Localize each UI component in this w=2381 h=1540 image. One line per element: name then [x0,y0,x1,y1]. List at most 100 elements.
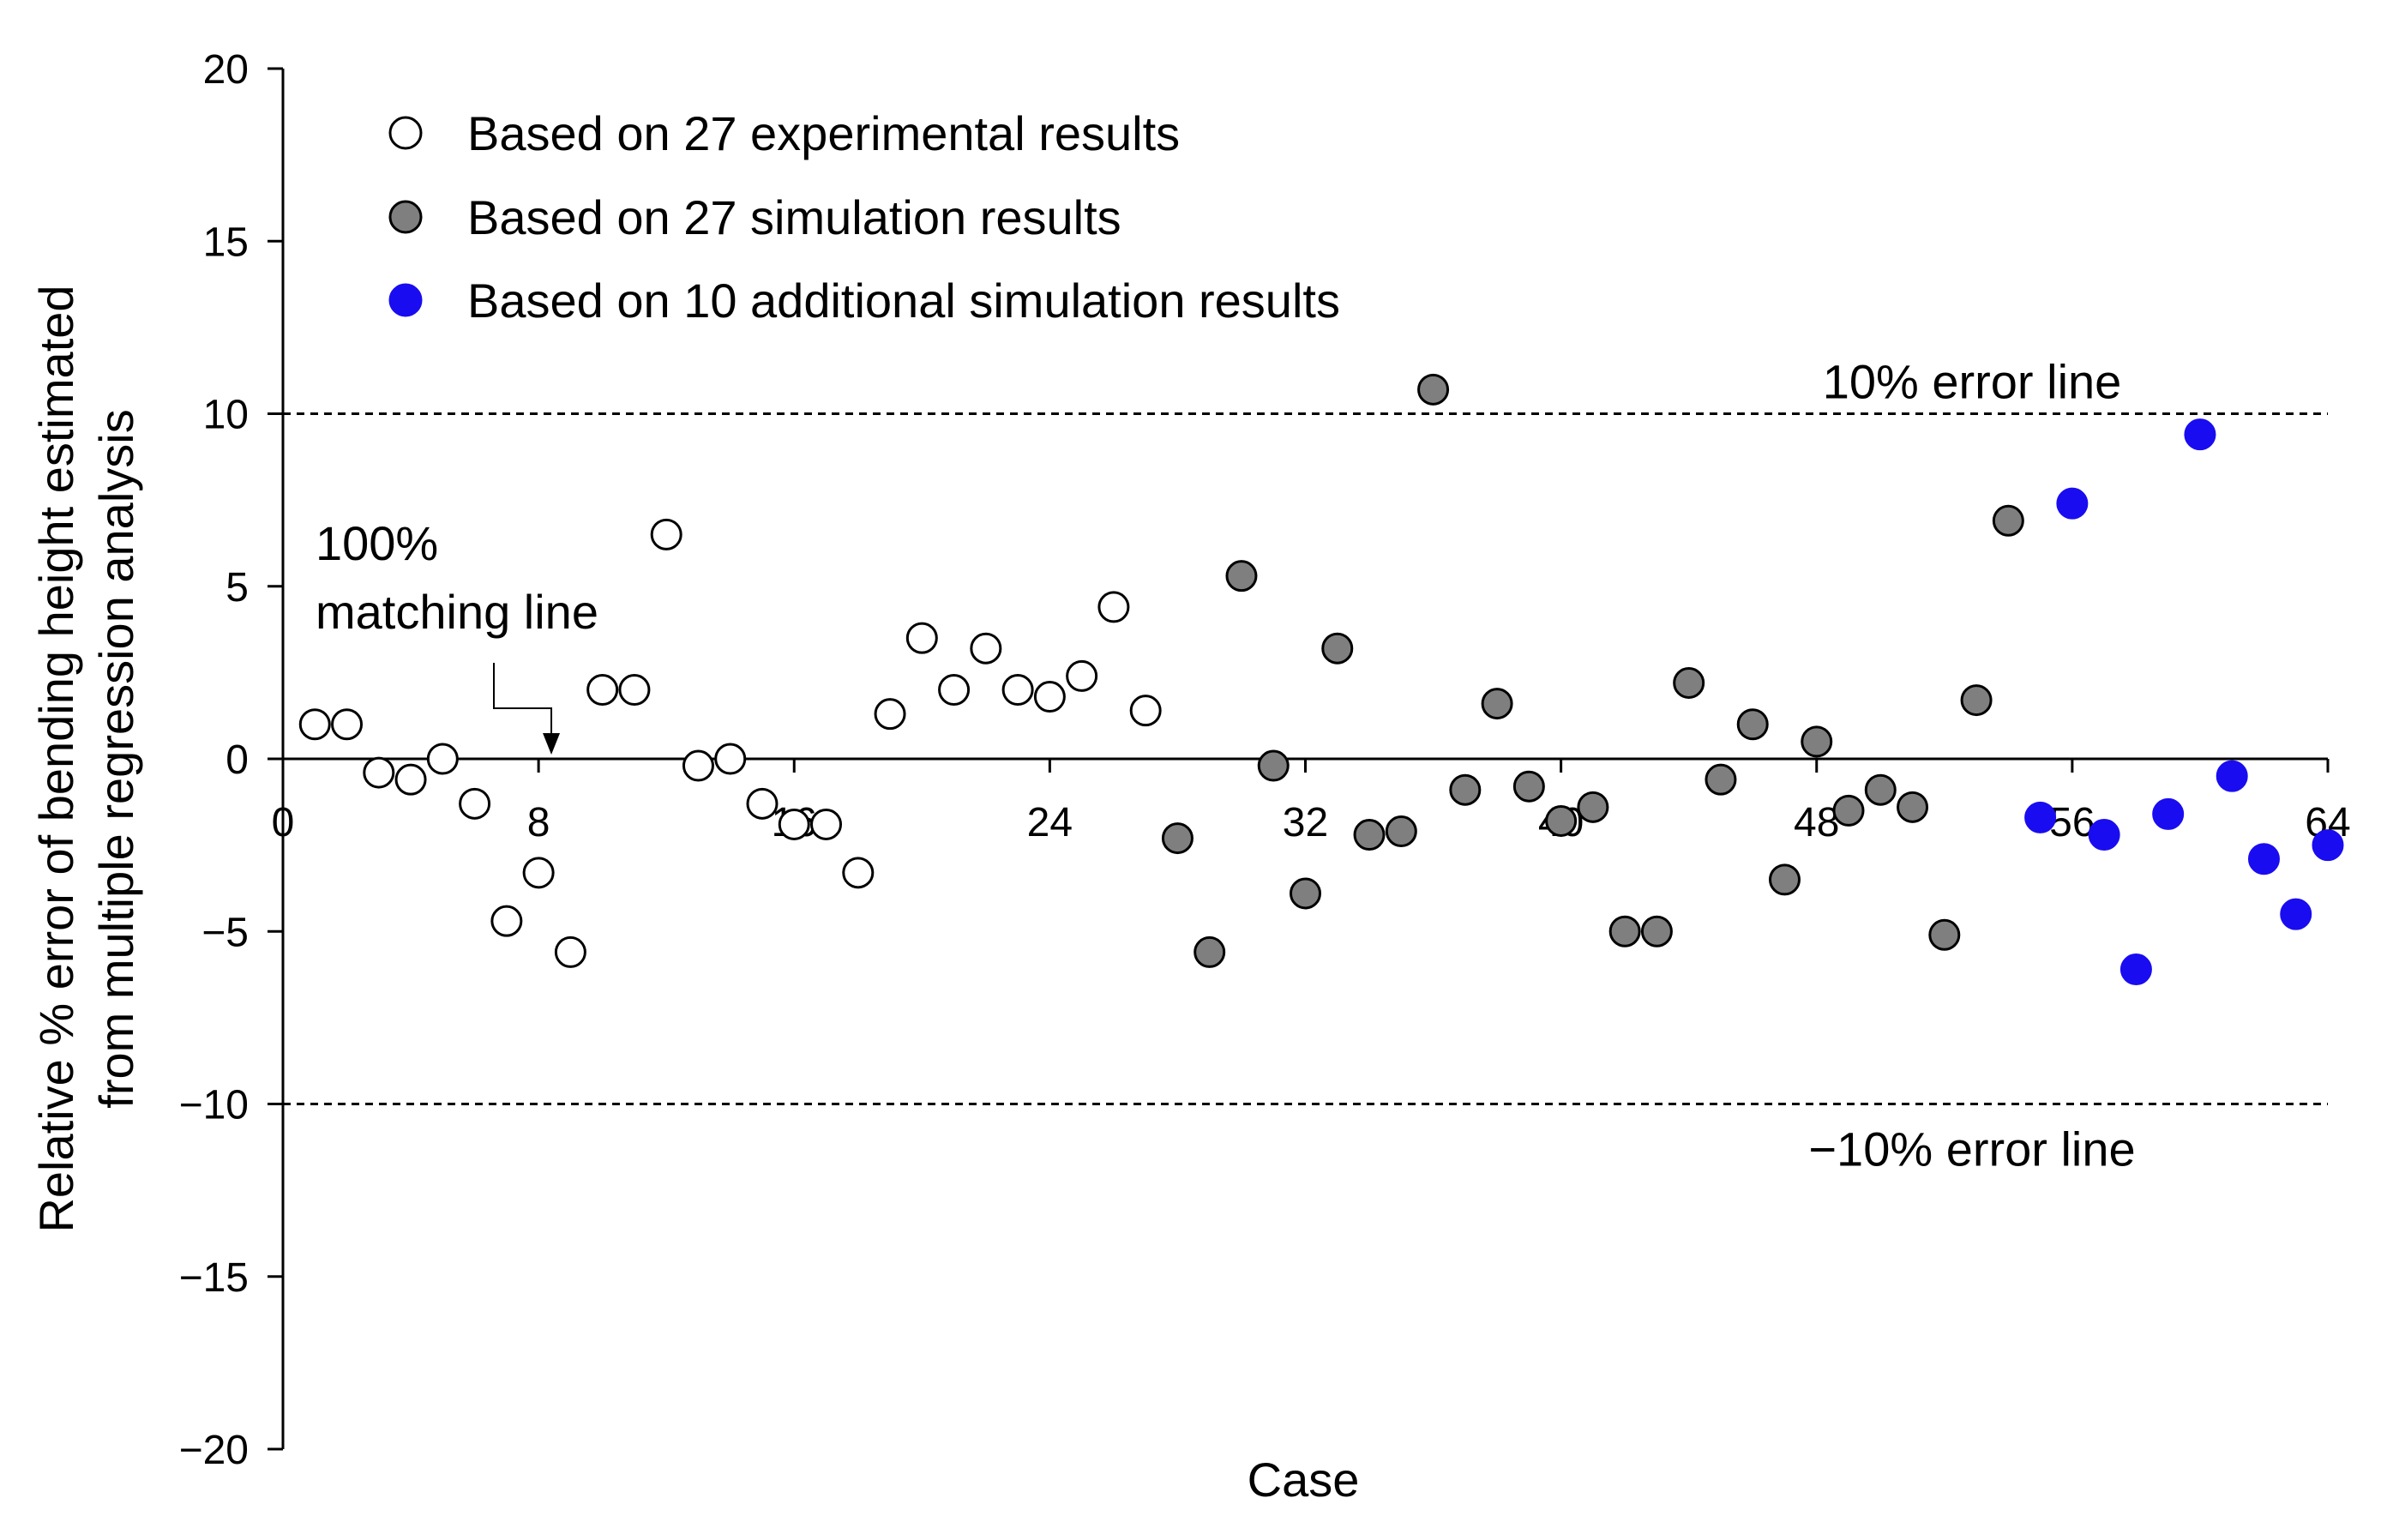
data-point-s1-22 [1864,773,1897,806]
y-axis-title-line-1: Relative % error of bending height estim… [29,285,83,1232]
reference-lines: 10% error line −10% error line [283,355,2328,1176]
data-point-s1-7 [1385,815,1417,848]
data-point-s0-16 [810,808,843,840]
data-point-s1-24 [1928,918,1961,951]
annotation-arrow-head [543,733,561,755]
legend-label-0: Based on 27 experimental results [467,106,1180,160]
legend-marker-2 [388,283,423,317]
legend-label-2: Based on 10 additional simulation result… [467,274,1340,328]
data-point-s2-4 [2152,797,2185,830]
data-point-s2-7 [2247,843,2280,875]
data-point-s0-6 [490,905,523,937]
data-point-s0-3 [394,763,427,796]
data-point-s0-18 [874,698,906,731]
legend-label-1: Based on 27 simulation results [467,190,1121,244]
error-line-label-1: −10% error line [1808,1122,2135,1176]
data-point-s0-26 [1129,695,1162,727]
y-axis-title: Relative % error of bending height estim… [29,285,143,1232]
data-point-s1-8 [1417,373,1450,406]
data-point-s1-2 [1225,560,1258,593]
legend: Based on 27 experimental results Based on… [388,106,1340,328]
x-tick-label-0: 0 [272,800,295,845]
y-tick-label-0: 20 [203,47,249,93]
data-point-s0-22 [1001,674,1034,706]
data-point-s0-13 [714,743,747,775]
legend-marker-0 [388,116,423,150]
data-point-s1-16 [1673,666,1705,699]
y-tick-label-5: −5 [201,910,249,955]
data-point-s2-0 [2024,801,2057,833]
x-tick-label-3: 24 [1027,800,1073,845]
data-point-s1-12 [1545,804,1578,837]
legend-marker-1 [388,200,423,234]
x-tick-label-6: 48 [1794,800,1839,845]
y-axis-title-line-2: from multiple regression analysis [89,409,143,1108]
data-point-s0-20 [938,674,971,706]
data-point-s2-9 [2312,829,2344,862]
error-line-label-0: 10% error line [1823,355,2122,409]
data-point-s1-18 [1736,708,1769,741]
data-point-s1-11 [1512,770,1545,803]
data-point-s0-21 [970,632,1002,665]
data-point-s1-3 [1257,749,1290,782]
data-point-s2-1 [2056,487,2089,520]
data-point-s1-1 [1194,935,1226,968]
annotation-arrow-line [493,663,553,739]
data-point-s0-7 [522,857,555,889]
data-point-s1-10 [1481,688,1513,720]
data-point-s2-6 [2216,760,2248,792]
data-point-s0-2 [363,756,395,789]
data-point-s2-5 [2184,418,2216,451]
data-point-s0-17 [842,857,875,889]
data-point-s1-17 [1705,763,1737,796]
data-point-s0-9 [586,674,619,706]
data-point-s1-4 [1290,877,1321,910]
data-point-s1-13 [1577,791,1609,823]
annotations: 100% matching line [316,516,598,755]
data-point-s0-12 [682,749,714,782]
y-tick-label-8: −20 [179,1428,249,1473]
data-point-s0-8 [554,935,586,968]
data-point-s2-3 [2119,953,2152,986]
x-tick-label-1: 8 [527,800,550,845]
data-point-s0-1 [331,708,364,741]
data-point-s0-11 [650,518,682,550]
data-point-s0-23 [1033,681,1066,713]
data-point-s0-0 [298,708,331,741]
data-point-s0-19 [905,622,938,654]
data-point-s1-15 [1640,915,1673,947]
data-point-s1-19 [1768,863,1801,896]
data-point-s0-4 [426,743,459,775]
data-point-s1-25 [1960,684,1993,717]
data-point-s1-6 [1353,819,1386,851]
data-points [298,373,2344,986]
x-tick-label-4: 32 [1283,800,1328,845]
data-point-s1-23 [1897,791,1929,823]
data-point-s0-10 [618,674,651,706]
y-tick-label-4: 0 [225,737,249,783]
data-point-s1-21 [1832,794,1865,827]
annotation-line-1: matching line [316,585,598,639]
data-point-s0-24 [1066,659,1098,692]
x-tick-label-7: 56 [2049,800,2095,845]
data-point-s1-14 [1608,915,1641,947]
data-point-s1-26 [1992,504,2024,537]
axes [268,67,2330,1451]
data-point-s0-14 [746,787,779,820]
y-tick-label-7: −15 [179,1255,249,1301]
x-axis-title: Case [1248,1453,1360,1507]
data-point-s1-5 [1321,632,1354,665]
annotation-line-0: 100% [316,516,438,570]
y-tick-label-6: −10 [179,1083,249,1128]
data-point-s2-8 [2280,898,2312,930]
y-tick-label-1: 15 [203,220,249,265]
data-point-s1-9 [1449,773,1482,806]
y-tick-label-2: 10 [203,393,249,438]
data-point-s0-5 [459,787,491,820]
data-point-s0-25 [1097,591,1130,623]
data-point-s0-15 [778,808,810,840]
data-point-s2-2 [2088,819,2120,851]
data-point-s1-0 [1161,822,1194,855]
